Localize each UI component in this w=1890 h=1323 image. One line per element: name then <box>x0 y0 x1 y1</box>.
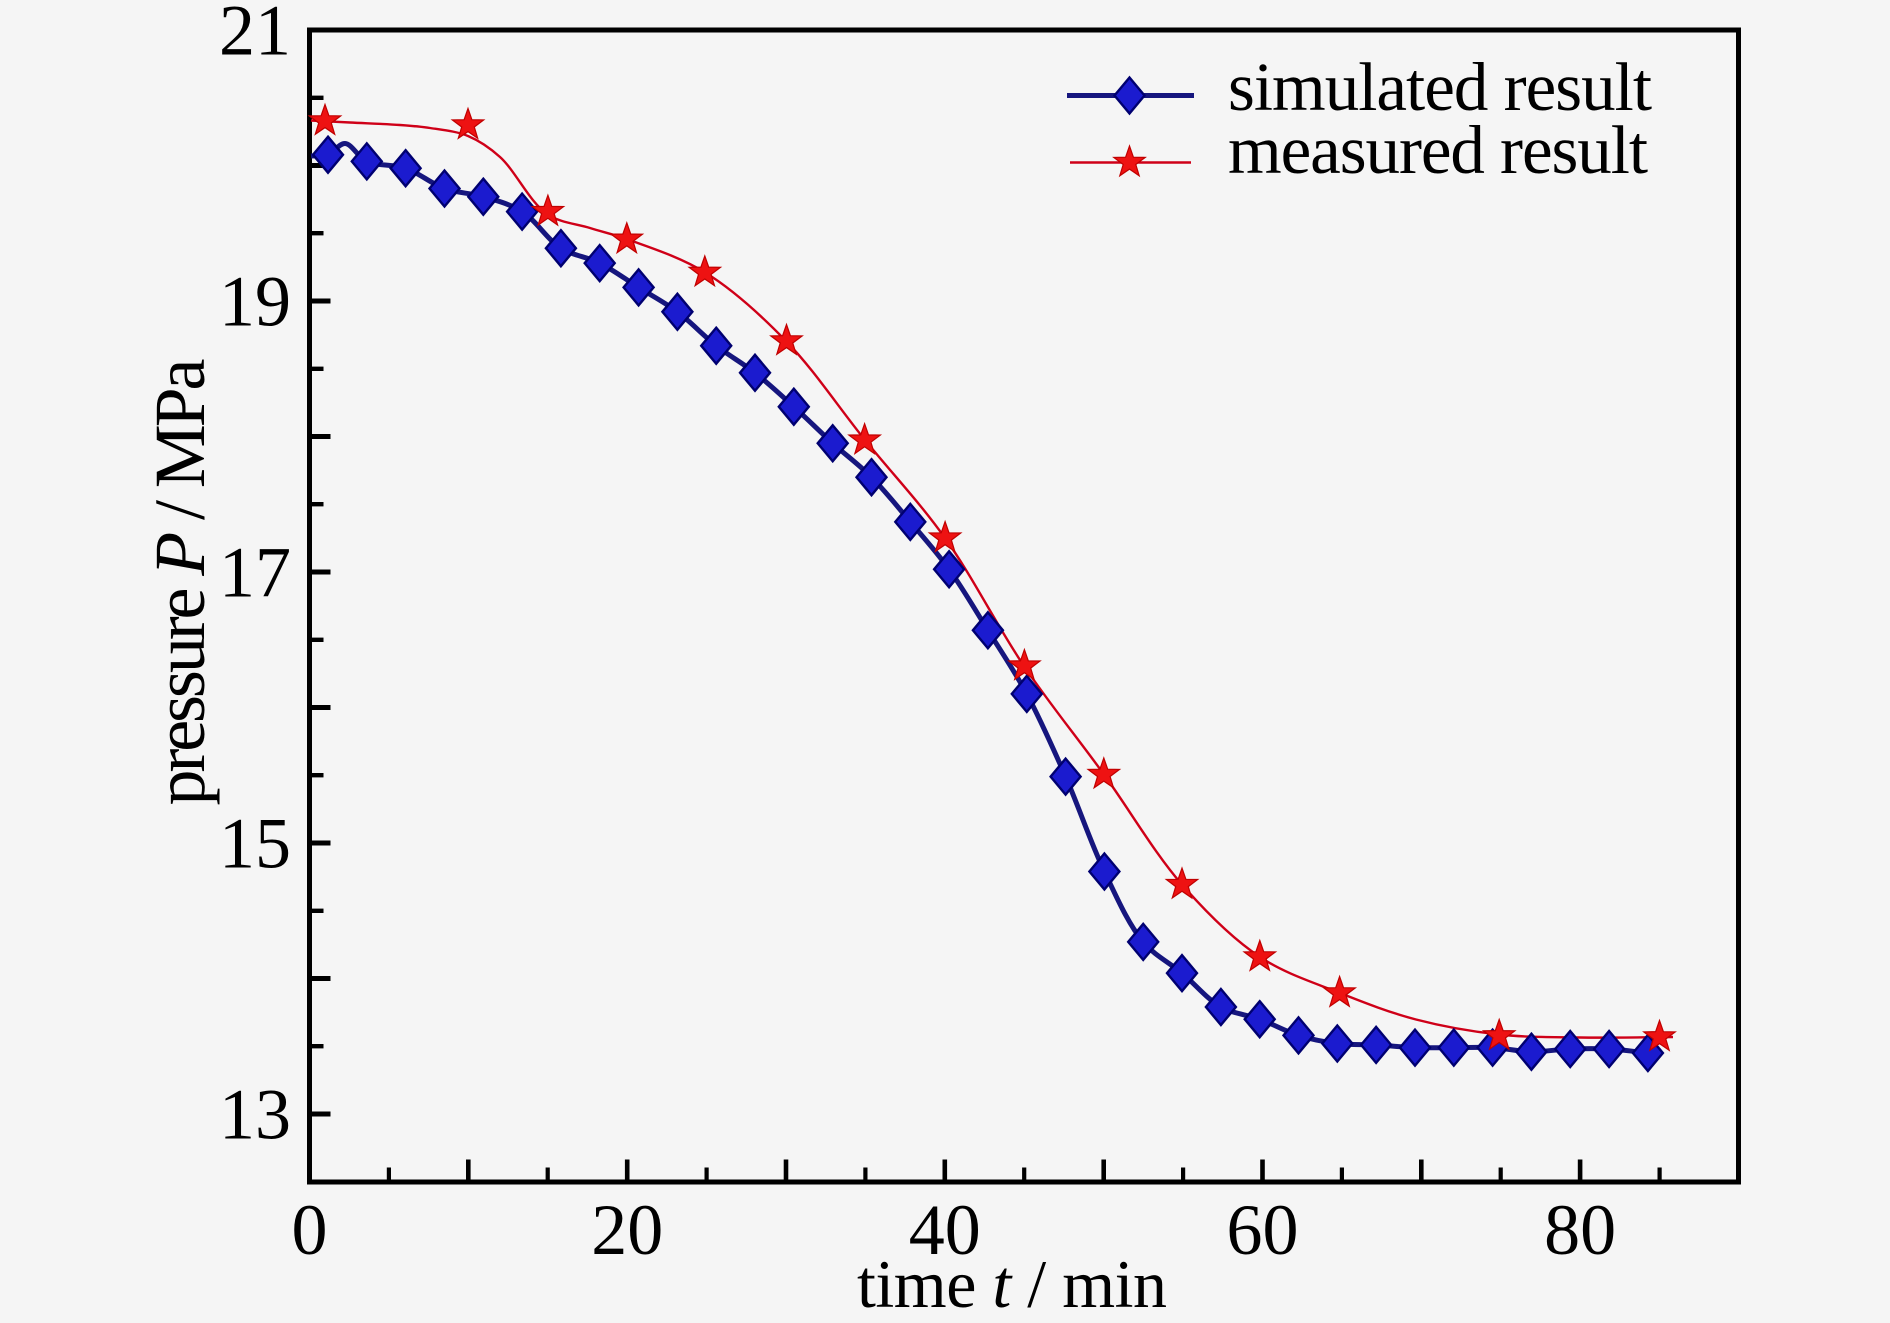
svg-text:80: 80 <box>1544 1190 1616 1270</box>
svg-text:19: 19 <box>219 262 291 342</box>
svg-text:20: 20 <box>591 1190 663 1270</box>
svg-text:21: 21 <box>219 0 291 71</box>
svg-text:simulated result: simulated result <box>1228 49 1652 125</box>
svg-text:40: 40 <box>909 1190 981 1270</box>
svg-text:0: 0 <box>292 1190 328 1270</box>
svg-text:pressure P / MPa: pressure P / MPa <box>140 359 220 806</box>
svg-text:time t / min: time t / min <box>857 1246 1167 1322</box>
svg-text:60: 60 <box>1227 1190 1299 1270</box>
svg-text:measured result: measured result <box>1228 112 1648 188</box>
svg-text:15: 15 <box>219 804 291 884</box>
svg-text:13: 13 <box>219 1075 291 1155</box>
svg-text:17: 17 <box>219 533 291 613</box>
